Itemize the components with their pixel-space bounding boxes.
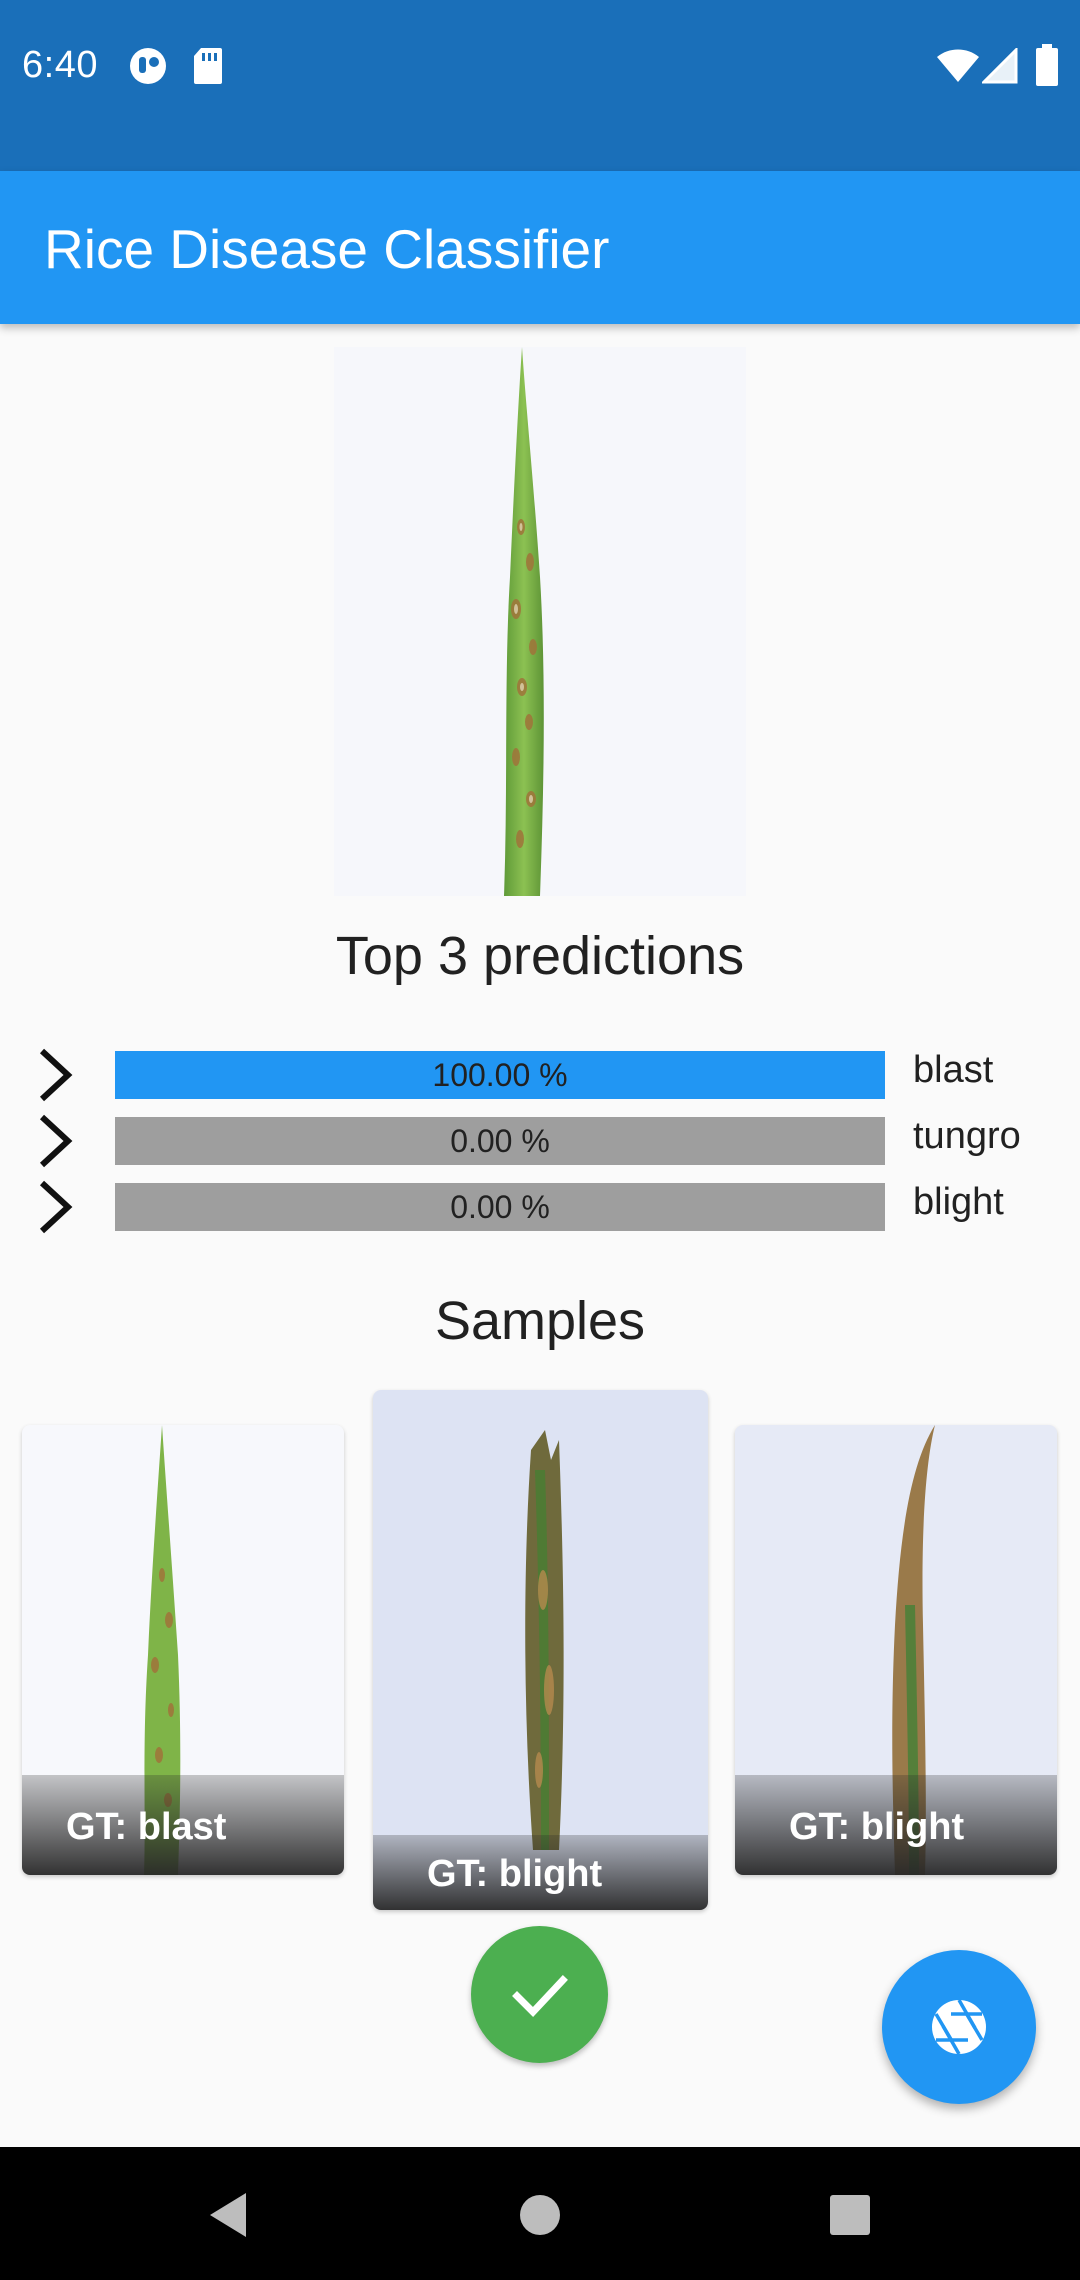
- prediction-label: tungro: [913, 1115, 1021, 1157]
- sd-card-icon: [192, 46, 224, 91]
- app-title: Rice Disease Classifier: [44, 218, 610, 280]
- prediction-label: blast: [913, 1049, 994, 1091]
- sample-card-blight[interactable]: GT: blight: [735, 1425, 1057, 1875]
- prediction-value: 100.00 %: [432, 1057, 568, 1093]
- sample-caption-text: GT: blight: [789, 1806, 965, 1848]
- chevron-right-icon[interactable]: [32, 1045, 82, 1105]
- sample-card-blight[interactable]: GT: blight: [373, 1390, 708, 1910]
- prediction-bar-fill: [115, 1051, 885, 1099]
- check-icon: [512, 1975, 568, 2018]
- camera-button[interactable]: [882, 1950, 1036, 2104]
- app-bar: Rice Disease Classifier: [0, 171, 1080, 324]
- back-icon[interactable]: [200, 2187, 260, 2243]
- prediction-value: 0.00 %: [450, 1189, 550, 1225]
- recents-icon[interactable]: [820, 2187, 880, 2243]
- chevron-right-icon[interactable]: [32, 1177, 82, 1237]
- signal-icon: [980, 46, 1018, 89]
- prediction-bar: 100.00 %: [115, 1051, 885, 1099]
- status-bar: 6:40: [0, 0, 1080, 171]
- sample-caption: GT: blight: [735, 1775, 1057, 1875]
- assistant-icon: [128, 46, 168, 91]
- camera-shutter-icon: [932, 1999, 986, 2055]
- navigation-bar: [0, 2147, 1080, 2280]
- sample-caption: GT: blast: [22, 1775, 344, 1875]
- prediction-value: 0.00 %: [450, 1123, 550, 1159]
- prediction-row[interactable]: 100.00 % blast: [0, 1045, 1080, 1105]
- sample-caption-text: GT: blight: [427, 1853, 603, 1895]
- predictions-title: Top 3 predictions: [335, 926, 745, 986]
- sample-caption: GT: blight: [373, 1835, 708, 1910]
- battery-icon: [1035, 44, 1059, 91]
- confirm-button[interactable]: [471, 1926, 608, 2063]
- home-icon[interactable]: [510, 2187, 570, 2243]
- prediction-bar: 0.00 %: [115, 1183, 885, 1231]
- prediction-row[interactable]: 0.00 % tungro: [0, 1111, 1080, 1171]
- chevron-right-icon[interactable]: [32, 1111, 82, 1171]
- prediction-row[interactable]: 0.00 % blight: [0, 1177, 1080, 1237]
- rice-leaf-image: [334, 347, 746, 896]
- prediction-label: blight: [913, 1181, 1004, 1223]
- sample-caption-text: GT: blast: [66, 1806, 227, 1848]
- prediction-bar: 0.00 %: [115, 1117, 885, 1165]
- status-time: 6:40: [22, 44, 98, 86]
- sample-card-blast[interactable]: GT: blast: [22, 1425, 344, 1875]
- samples-title: Samples: [434, 1291, 646, 1351]
- wifi-icon: [936, 48, 980, 89]
